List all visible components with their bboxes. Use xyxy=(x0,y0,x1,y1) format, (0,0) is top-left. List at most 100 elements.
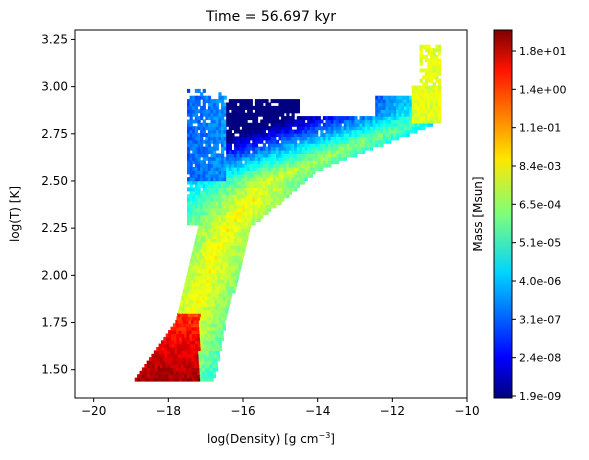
heatmap-cell xyxy=(294,109,298,114)
heatmap-cell xyxy=(228,238,233,243)
heatmap-cell xyxy=(190,268,194,273)
heatmap-cell xyxy=(232,265,237,270)
heatmap-cell xyxy=(165,367,169,372)
heatmap-cell xyxy=(437,109,442,114)
heatmap-cell xyxy=(247,122,251,127)
heatmap-cell xyxy=(208,268,212,273)
heatmap-cell xyxy=(273,204,277,209)
heatmap-cell xyxy=(194,99,198,104)
heatmap-cell xyxy=(222,265,226,270)
heatmap-cell xyxy=(207,214,212,219)
heatmap-cell xyxy=(236,119,240,124)
heatmap-cell xyxy=(211,234,215,239)
heatmap-cell xyxy=(197,336,201,341)
heatmap-cell xyxy=(275,143,280,148)
heatmap-cell xyxy=(210,146,214,151)
heatmap-cell xyxy=(194,119,198,124)
heatmap-cell xyxy=(236,214,240,219)
heatmap-cell xyxy=(254,197,259,202)
heatmap-cell xyxy=(186,285,190,290)
heatmap-cell xyxy=(296,102,300,107)
heatmap-cell xyxy=(369,129,374,134)
heatmap-cell xyxy=(176,377,180,382)
heatmap-cell xyxy=(409,105,413,110)
heatmap-cell xyxy=(200,214,204,219)
heatmap-cell xyxy=(380,143,384,148)
heatmap-cell xyxy=(223,194,227,199)
heatmap-cell xyxy=(196,323,200,328)
heatmap-cell xyxy=(189,296,193,301)
heatmap-cell xyxy=(215,187,219,192)
heatmap-cell xyxy=(247,133,251,137)
heatmap-cell xyxy=(270,190,274,195)
heatmap-cell xyxy=(221,167,225,171)
heatmap-cell xyxy=(205,306,209,311)
heatmap-cell xyxy=(197,306,201,311)
heatmap-cell xyxy=(206,323,211,328)
heatmap-cell xyxy=(187,105,191,110)
heatmap-cell xyxy=(302,163,306,168)
heatmap-cell xyxy=(207,241,211,246)
heatmap-cell xyxy=(199,370,203,375)
heatmap-cell xyxy=(226,105,230,110)
heatmap-cell xyxy=(236,170,240,175)
heatmap-cell xyxy=(187,170,191,175)
heatmap-cell xyxy=(214,275,219,280)
heatmap-cell xyxy=(239,136,243,141)
heatmap-cell xyxy=(183,296,188,301)
heatmap-cell xyxy=(411,112,415,117)
heatmap-cell xyxy=(302,122,306,127)
heatmap-cell xyxy=(249,116,253,121)
heatmap-cell xyxy=(182,350,186,355)
heatmap-cell xyxy=(273,184,277,188)
heatmap-cell xyxy=(215,99,219,104)
heatmap-cell xyxy=(362,143,366,148)
heatmap-cell xyxy=(223,306,227,311)
heatmap-cell xyxy=(288,136,293,141)
heatmap-cell xyxy=(362,119,366,124)
heatmap-cell xyxy=(252,194,256,199)
heatmap-cell xyxy=(273,167,277,171)
heatmap-cell xyxy=(202,177,206,182)
heatmap-cell xyxy=(223,197,227,202)
heatmap-cell xyxy=(169,343,173,348)
heatmap-cell xyxy=(231,116,235,121)
heatmap-cell xyxy=(238,251,242,256)
heatmap-cell xyxy=(215,170,219,175)
heatmap-cell xyxy=(307,156,311,161)
heatmap-cell xyxy=(205,272,209,277)
heatmap-cell xyxy=(241,173,246,178)
heatmap-cell xyxy=(359,119,363,124)
heatmap-cell xyxy=(204,265,208,270)
heatmap-cell xyxy=(188,299,192,304)
heatmap-cell xyxy=(197,221,201,226)
heatmap-cell xyxy=(349,143,353,148)
heatmap-cell xyxy=(189,272,193,277)
heatmap-cell xyxy=(260,150,264,154)
heatmap-cell xyxy=(194,153,198,158)
heatmap-cell xyxy=(209,231,213,236)
heatmap-cell xyxy=(191,364,195,368)
heatmap-cell xyxy=(191,285,195,290)
heatmap-cell xyxy=(260,109,264,114)
heatmap-cell xyxy=(197,262,201,267)
heatmap-cell xyxy=(291,136,295,141)
heatmap-cell xyxy=(226,214,230,219)
heatmap-cell xyxy=(257,180,261,185)
heatmap-cell xyxy=(195,234,199,239)
heatmap-cell xyxy=(234,221,238,226)
heatmap-cell xyxy=(419,58,423,63)
heatmap-cell xyxy=(254,133,259,137)
heatmap-cell xyxy=(322,116,327,121)
heatmap-cell xyxy=(383,139,387,144)
heatmap-cell xyxy=(218,347,223,351)
heatmap-cell xyxy=(241,184,246,188)
heatmap-cell xyxy=(146,360,150,365)
heatmap-cell xyxy=(286,139,290,144)
heatmap-cell xyxy=(417,88,421,93)
heatmap-cell xyxy=(432,99,436,104)
heatmap-cell xyxy=(299,160,303,165)
heatmap-cell xyxy=(205,180,209,185)
heatmap-cell xyxy=(385,95,389,100)
heatmap-cell xyxy=(185,319,189,324)
